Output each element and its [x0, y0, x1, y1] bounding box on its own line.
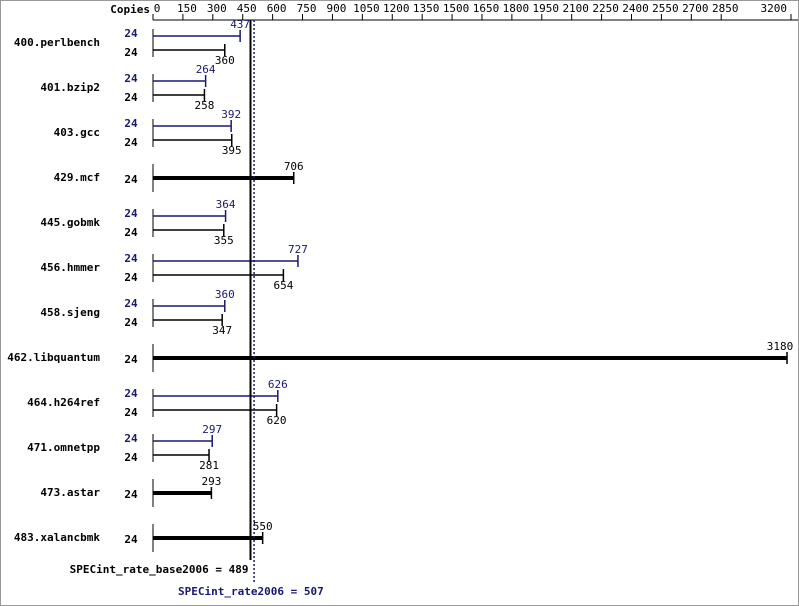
- x-tick-label: 2250: [592, 2, 619, 15]
- copies-label: 24: [124, 387, 138, 400]
- x-tick-label: 300: [207, 2, 227, 15]
- x-tick-label: 2850: [712, 2, 739, 15]
- value-label: 3180: [767, 340, 794, 353]
- x-tick-label: 900: [327, 2, 347, 15]
- reference-label: SPECint_rate2006 = 507: [178, 585, 324, 598]
- copies-label: 24: [124, 91, 138, 104]
- value-label: 626: [268, 378, 288, 391]
- copies-label: 24: [124, 117, 138, 130]
- value-label: 706: [284, 160, 304, 173]
- value-label: 620: [267, 414, 287, 427]
- x-tick-label: 750: [297, 2, 317, 15]
- copies-label: 24: [124, 46, 138, 59]
- category-label: 400.perlbench: [14, 36, 100, 49]
- x-tick-label: 1950: [533, 2, 560, 15]
- category-label: 403.gcc: [54, 126, 100, 139]
- copies-header: Copies: [110, 3, 150, 16]
- value-label: 347: [212, 324, 232, 337]
- copies-label: 24: [124, 533, 138, 546]
- copies-label: 24: [124, 353, 138, 366]
- x-tick-label: 600: [267, 2, 287, 15]
- value-label: 437: [230, 18, 250, 31]
- value-label: 360: [215, 288, 235, 301]
- value-label: 264: [196, 63, 216, 76]
- category-label: 473.astar: [40, 486, 100, 499]
- value-label: 395: [222, 144, 242, 157]
- copies-label: 24: [124, 432, 138, 445]
- copies-label: 24: [124, 226, 138, 239]
- copies-label: 24: [124, 451, 138, 464]
- value-label: 364: [216, 198, 236, 211]
- x-tick-label: 450: [237, 2, 257, 15]
- x-tick-label: 150: [177, 2, 197, 15]
- value-label: 550: [253, 520, 273, 533]
- copies-label: 24: [124, 252, 138, 265]
- x-tick-label: 1350: [413, 2, 440, 15]
- value-label: 654: [273, 279, 293, 292]
- category-label: 464.h264ref: [27, 396, 100, 409]
- copies-label: 24: [124, 27, 138, 40]
- category-label: 462.libquantum: [7, 351, 100, 364]
- value-label: 258: [195, 99, 215, 112]
- category-label: 471.omnetpp: [27, 441, 100, 454]
- value-label: 281: [199, 459, 219, 472]
- copies-label: 24: [124, 207, 138, 220]
- copies-label: 24: [124, 488, 138, 501]
- category-label: 458.sjeng: [40, 306, 100, 319]
- category-label: 429.mcf: [54, 171, 100, 184]
- value-label: 392: [221, 108, 241, 121]
- x-tick-label: 2400: [622, 2, 649, 15]
- category-label: 401.bzip2: [40, 81, 100, 94]
- value-label: 355: [214, 234, 234, 247]
- x-tick-label: 1050: [353, 2, 380, 15]
- value-label: 360: [215, 54, 235, 67]
- copies-label: 24: [124, 173, 138, 186]
- copies-label: 24: [124, 72, 138, 85]
- x-tick-label: 1650: [473, 2, 500, 15]
- x-tick-label: 3200: [761, 2, 788, 15]
- reference-label: SPECint_rate_base2006 = 489: [70, 563, 249, 576]
- copies-label: 24: [124, 136, 138, 149]
- x-tick-label: 0: [154, 2, 161, 15]
- value-label: 297: [202, 423, 222, 436]
- x-tick-label: 1800: [503, 2, 530, 15]
- copies-label: 24: [124, 297, 138, 310]
- category-label: 483.xalancbmk: [14, 531, 100, 544]
- x-tick-label: 1500: [443, 2, 470, 15]
- x-tick-label: 2700: [682, 2, 709, 15]
- category-label: 456.hmmer: [40, 261, 100, 274]
- x-tick-label: 1200: [383, 2, 410, 15]
- copies-label: 24: [124, 406, 138, 419]
- value-label: 293: [201, 475, 221, 488]
- category-label: 445.gobmk: [40, 216, 100, 229]
- value-label: 727: [288, 243, 308, 256]
- x-tick-label: 2550: [652, 2, 679, 15]
- x-tick-label: 2100: [562, 2, 589, 15]
- copies-label: 24: [124, 271, 138, 284]
- copies-label: 24: [124, 316, 138, 329]
